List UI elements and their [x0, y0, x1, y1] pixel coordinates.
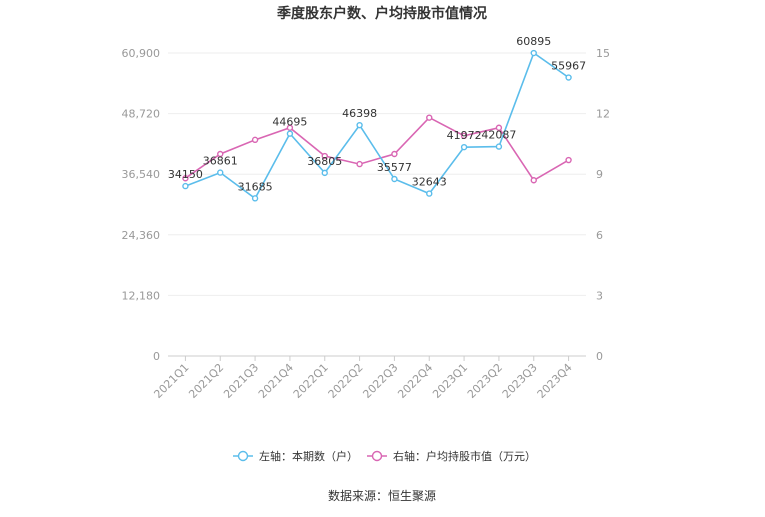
x-tick-label: 2023Q4: [535, 361, 575, 401]
data-point: [356, 160, 363, 168]
data-point: [321, 152, 328, 160]
series-line: [185, 51, 570, 200]
data-point: [495, 124, 503, 131]
data-point: [182, 175, 189, 182]
data-point: [426, 114, 433, 121]
x-tick-label: 2021Q1: [151, 361, 191, 401]
data-point: [251, 195, 259, 202]
data-point: [565, 156, 572, 164]
series-2: [182, 114, 572, 184]
legend-label: 左轴：本期数（户）: [259, 449, 358, 463]
legend-item-2[interactable]: 右轴：户均持股市值（万元）: [367, 449, 536, 463]
data-point: [530, 177, 537, 184]
data-point: [321, 169, 328, 177]
series-line: [184, 116, 570, 182]
data-point: [217, 169, 224, 176]
data-point: [356, 121, 363, 129]
data-label: 41972: [447, 129, 482, 142]
left-tick-label: 0: [153, 350, 160, 363]
left-tick-label: 60,900: [122, 47, 161, 60]
data-point: [286, 130, 294, 137]
left-tick-label: 24,360: [122, 229, 161, 242]
grid: [168, 52, 586, 357]
right-axis: 0 3 6 9 12 15: [596, 47, 610, 363]
data-point: [495, 143, 503, 150]
x-tick-label: 2021Q4: [256, 361, 296, 401]
legend[interactable]: 左轴：本期数（户） 右轴：户均持股市值（万元）: [233, 449, 536, 463]
data-point: [460, 132, 468, 140]
data-point: [391, 175, 398, 183]
data-label: 36805: [307, 155, 342, 168]
data-label: 35577: [377, 161, 412, 174]
right-tick-label: 12: [596, 108, 610, 121]
left-axis: 0 12,180 24,360 36,540 48,720 60,900: [122, 47, 161, 363]
x-tick-label: 2023Q1: [430, 361, 470, 401]
data-label: 42087: [481, 129, 516, 142]
x-tick-label: 2022Q3: [360, 361, 400, 401]
data-label: 32643: [412, 176, 447, 189]
left-tick-label: 36,540: [122, 168, 161, 181]
right-tick-label: 9: [596, 168, 603, 181]
legend-marker: [371, 450, 383, 462]
data-point: [426, 190, 433, 197]
data-point: [286, 124, 294, 131]
data-label: 55967: [551, 60, 586, 73]
source-note: 数据来源：恒生聚源: [328, 488, 436, 503]
data-label: 46398: [342, 107, 377, 120]
series-1: [182, 49, 572, 202]
right-tick-label: 0: [596, 350, 603, 363]
left-tick-label: 12,180: [122, 289, 161, 302]
x-tick-label: 2023Q3: [500, 361, 540, 401]
right-tick-label: 6: [596, 229, 603, 242]
x-tick-label: 2021Q3: [221, 361, 261, 401]
data-point: [391, 150, 398, 158]
data-point: [565, 74, 572, 81]
data-point: [460, 143, 468, 151]
x-tick-label: 2023Q2: [465, 361, 505, 401]
data-label: 31685: [238, 180, 273, 193]
data-label: 44695: [272, 116, 307, 129]
x-tick-label: 2021Q2: [186, 361, 226, 401]
data-label: 34150: [168, 168, 203, 181]
data-point: [530, 49, 537, 57]
right-tick-label: 15: [596, 47, 610, 60]
x-axis: 2021Q12021Q22021Q32021Q42022Q12022Q22022…: [151, 356, 575, 401]
x-tick-label: 2022Q2: [326, 361, 366, 401]
chart-title: 季度股东户数、户均持股市值情况: [276, 5, 487, 22]
data-label: 36861: [203, 155, 238, 168]
legend-item-1[interactable]: 左轴：本期数（户）: [233, 449, 358, 463]
left-tick-label: 48,720: [122, 108, 161, 121]
data-point: [217, 150, 224, 158]
x-tick-label: 2022Q4: [395, 361, 435, 401]
right-tick-label: 3: [596, 289, 603, 302]
data-label: 60895: [516, 35, 551, 48]
legend-label: 右轴：户均持股市值（万元）: [393, 449, 536, 463]
x-tick-label: 2022Q1: [291, 361, 331, 401]
data-point: [182, 182, 189, 190]
data-point: [251, 136, 259, 144]
legend-marker: [237, 450, 249, 462]
